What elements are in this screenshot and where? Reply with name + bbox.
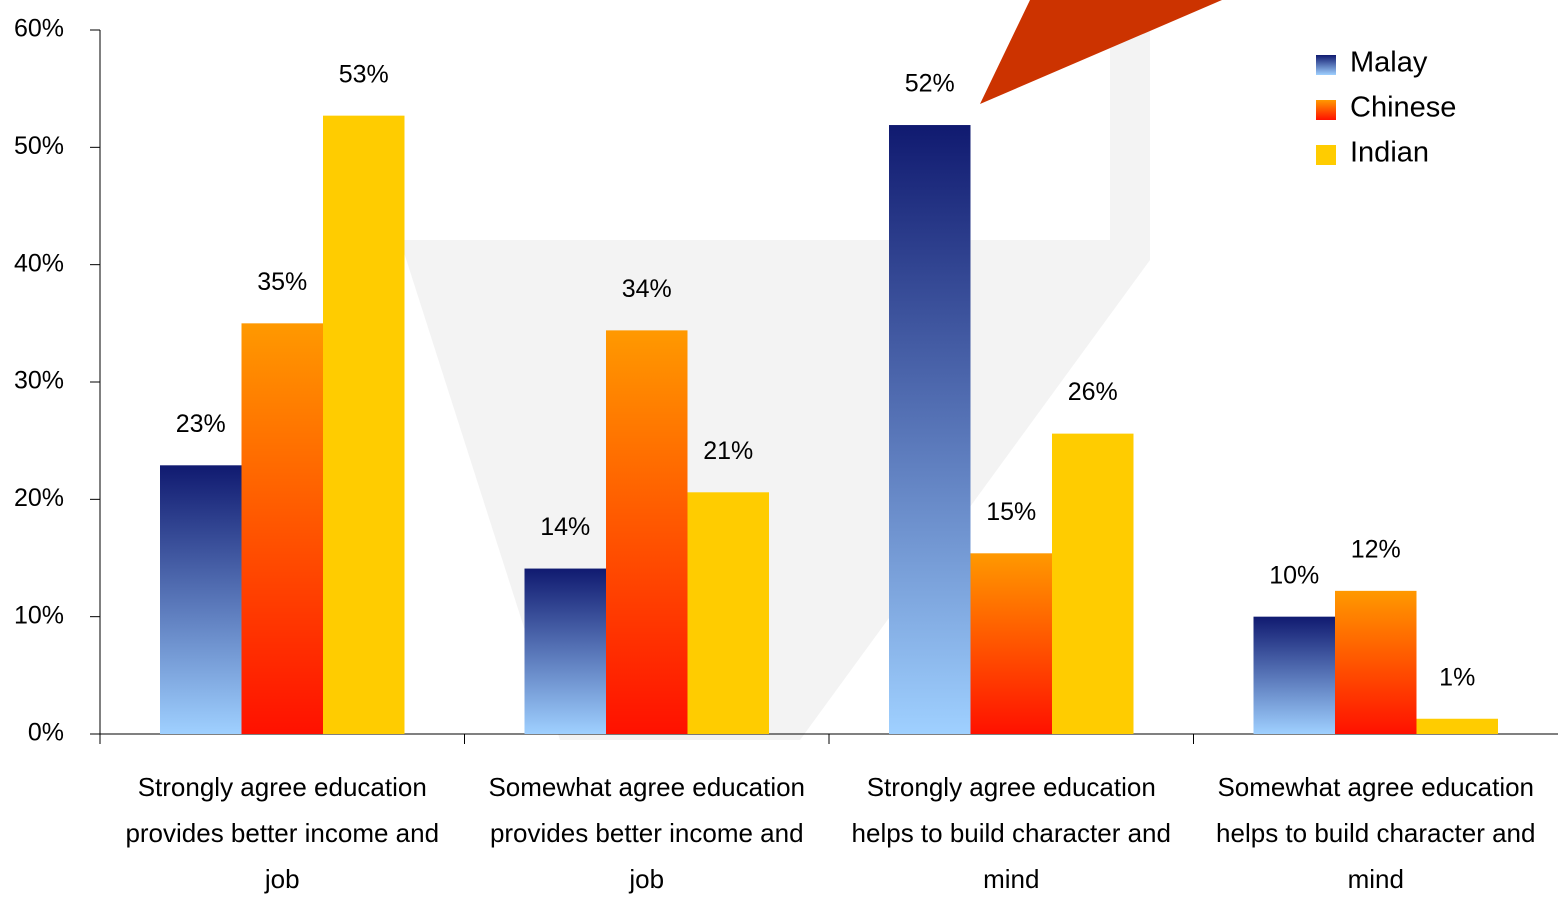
x-tick-label: Strongly agree education provides better… [125,772,440,894]
bar [1052,433,1134,734]
data-label: 26% [1068,378,1118,406]
legend-label: Indian [1350,137,1429,169]
x-tick-label: Strongly agree education helps to build … [851,772,1171,894]
bar [1335,590,1417,734]
bar [1253,616,1335,734]
y-tick-label: 50% [14,132,64,160]
x-tick-label: Somewhat agree education helps to build … [1216,772,1536,894]
legend-label: Malay [1350,47,1428,79]
legend-swatch [1316,100,1336,120]
legend-swatch [1316,55,1336,75]
y-tick-label: 0% [28,719,64,747]
data-label: 34% [622,275,672,303]
y-tick-label: 60% [14,15,64,43]
bar [687,492,769,734]
bar [970,553,1052,734]
bar [323,115,405,735]
data-label: 21% [703,437,753,465]
data-label: 53% [339,60,389,88]
legend-swatch [1316,145,1336,165]
bar [160,465,242,734]
bar [606,330,688,734]
data-label: 15% [986,498,1036,526]
data-label: 23% [176,410,226,438]
bar [524,568,606,734]
bar [889,125,971,735]
data-label: 1% [1439,663,1475,691]
bar [1416,718,1498,734]
data-label: 12% [1351,535,1401,563]
x-tick-label: Somewhat agree education provides better… [488,772,806,894]
bar [241,323,323,734]
decor-arrow [980,0,1222,104]
y-tick-label: 10% [14,601,64,629]
y-tick-label: 30% [14,367,64,395]
y-tick-label: 40% [14,249,64,277]
data-label: 35% [257,268,307,296]
data-label: 52% [905,70,955,98]
data-label: 14% [540,513,590,541]
y-tick-label: 20% [14,484,64,512]
watermark [400,0,1150,740]
data-label: 10% [1269,561,1319,589]
legend-label: Chinese [1350,92,1456,124]
